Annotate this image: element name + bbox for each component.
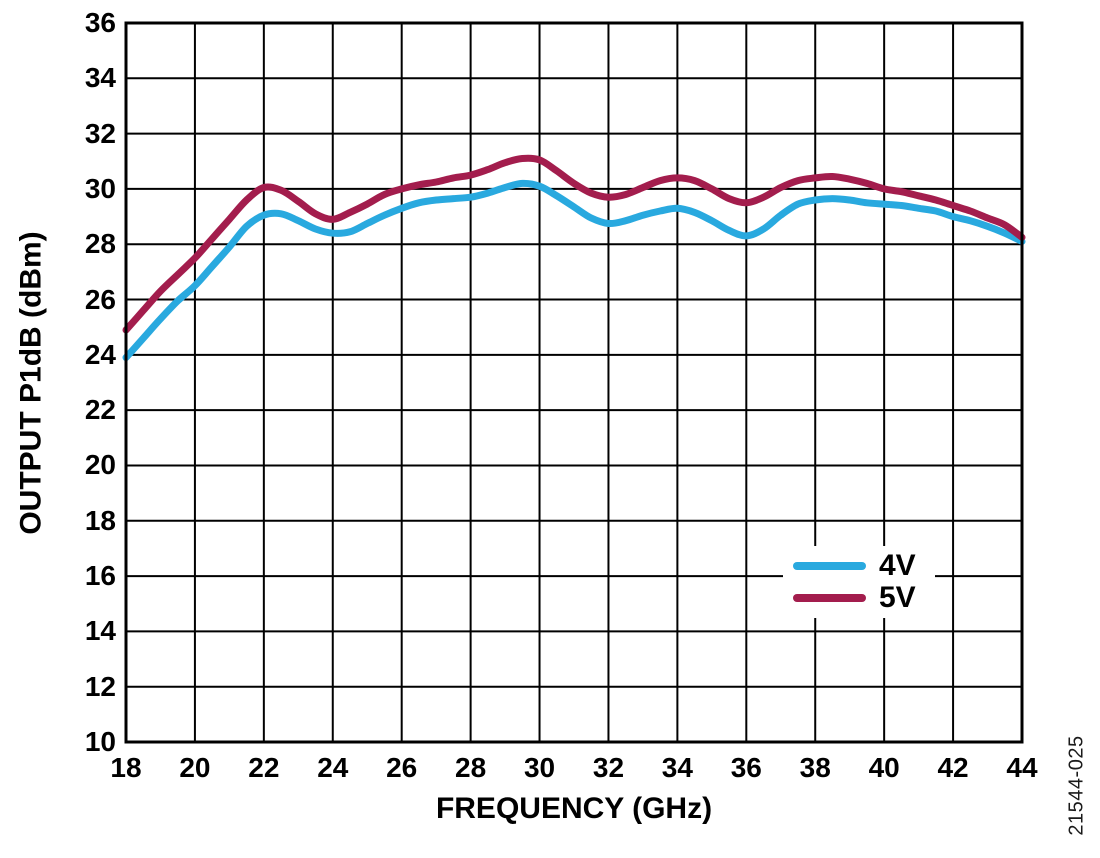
- y-tick-label: 20: [84, 449, 116, 481]
- x-tick-label: 26: [386, 752, 418, 783]
- y-tick-label: 26: [84, 283, 116, 315]
- y-tick-label: 12: [84, 670, 116, 702]
- x-tick-label: 20: [179, 752, 211, 783]
- legend-swatch-4v: [793, 562, 866, 570]
- y-tick-label: 28: [84, 228, 116, 260]
- y-tick-label: 18: [84, 504, 116, 536]
- x-tick-label: 32: [592, 752, 625, 783]
- plot-border: [124, 21, 1024, 744]
- y-tick-label: 16: [84, 560, 116, 592]
- legend-item-4v: 4V: [783, 550, 935, 582]
- y-tick-label: 36: [84, 7, 116, 38]
- legend-label: 4V: [879, 549, 916, 582]
- figure-code-wrap: 21544-025: [1054, 733, 1100, 837]
- figure-code: 21544-025: [1065, 734, 1088, 836]
- y-tick-label: 32: [84, 117, 116, 149]
- legend-label: 5V: [879, 581, 916, 614]
- x-tick-label: 40: [868, 752, 900, 783]
- x-axis-title: FREQUENCY (GHz): [435, 792, 713, 825]
- legend: 4V 5V: [783, 546, 935, 618]
- y-tick-label: 34: [84, 62, 116, 94]
- x-tick-label: 18: [110, 752, 142, 783]
- y-tick-label: 14: [84, 615, 116, 647]
- x-tick-label: 44: [1006, 752, 1038, 783]
- y-tick-label: 24: [84, 338, 116, 370]
- x-tick-label: 34: [661, 752, 693, 783]
- x-tick-label: 36: [730, 752, 762, 783]
- y-tick-label: 30: [84, 172, 116, 204]
- x-tick-label: 42: [937, 752, 969, 783]
- y-axis-title: OUTPUT P1dB (dBm): [15, 230, 49, 535]
- legend-swatch-5v: [793, 594, 866, 602]
- legend-item-5v: 5V: [783, 582, 935, 614]
- x-tick-label: 24: [317, 752, 349, 783]
- x-tick-label: 28: [455, 752, 487, 783]
- y-axis-title-wrap: OUTPUT P1dB (dBm): [0, 23, 64, 742]
- series-curve-5v: [122, 154, 1026, 334]
- x-tick-label: 30: [523, 752, 556, 783]
- x-tick-label: 38: [799, 752, 831, 783]
- series-curve-4v: [122, 179, 1026, 362]
- x-tick-label: 22: [248, 752, 280, 783]
- y-tick-label: 22: [84, 394, 116, 426]
- y-tick-label: 10: [84, 726, 116, 757]
